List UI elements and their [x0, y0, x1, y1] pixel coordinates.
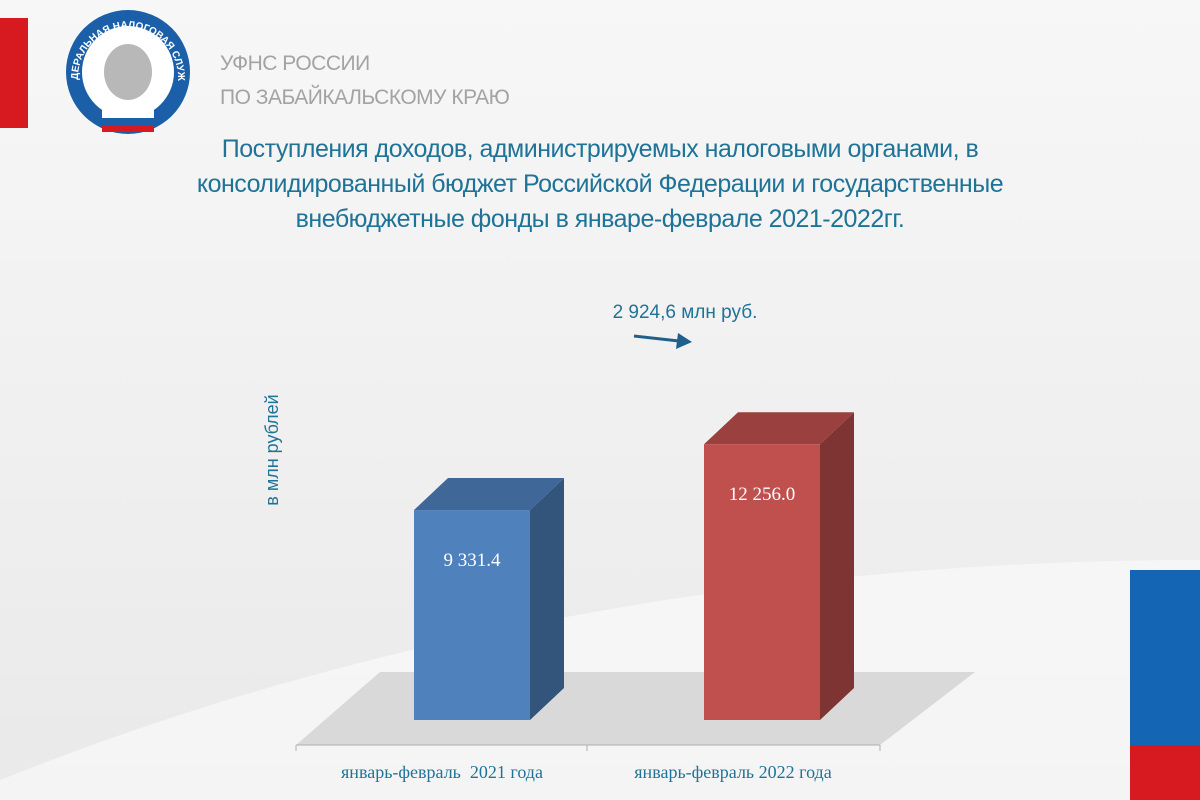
flag-blue — [1130, 570, 1200, 745]
org-name: УФНС РОССИИ — [220, 52, 370, 75]
x-tick-label: январь-февраль 2021 года — [341, 762, 543, 782]
bar-side — [530, 478, 564, 720]
bar-side — [820, 412, 854, 720]
bar-top — [414, 478, 564, 511]
x-tick-label: январь-февраль 2022 года — [634, 762, 831, 782]
y-axis-label: в млн рублей — [262, 394, 282, 505]
annotation: 2 924,6 млн руб. — [613, 302, 758, 323]
flag-red — [1130, 745, 1200, 800]
floor — [296, 672, 975, 745]
logo: ФЕДЕРАЛЬНАЯ НАЛОГОВАЯ СЛУЖБА — [0, 0, 190, 134]
bar — [414, 510, 530, 720]
chart-title: Поступления доходов, администрируемых на… — [196, 135, 1004, 233]
org-name: ПО ЗАБАЙКАЛЬСКОМУ КРАЮ — [220, 86, 510, 109]
bar — [704, 444, 820, 720]
bar-top — [704, 412, 854, 445]
red-stripe — [0, 18, 28, 128]
value-label: 9 331.4 — [444, 550, 502, 571]
arrow-head — [676, 333, 692, 349]
value-label: 12 256.0 — [729, 484, 796, 505]
